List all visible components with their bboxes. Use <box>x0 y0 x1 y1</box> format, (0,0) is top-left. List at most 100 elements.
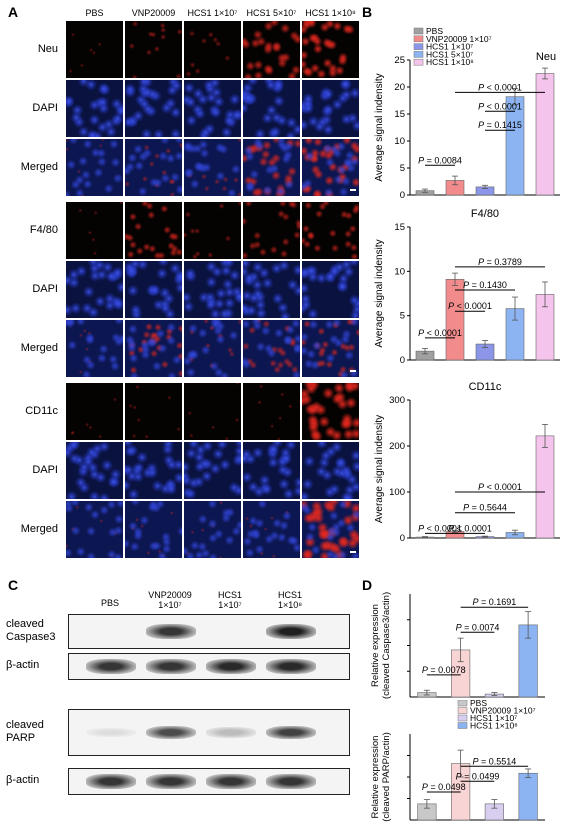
y-axis-label: Average signal indensity <box>374 73 385 181</box>
p-value-label: P = 0.5514 <box>472 756 516 766</box>
micrograph-tile <box>243 383 300 440</box>
legend-swatch <box>457 714 468 722</box>
blot-band <box>266 624 316 639</box>
legend-entry: HCS1 1×10⁷ <box>426 42 473 52</box>
micrograph-tile <box>66 261 123 318</box>
row-label: Merged <box>20 160 58 173</box>
blot-band <box>146 624 196 639</box>
micrograph-tile <box>243 202 300 259</box>
micrograph-tile <box>184 383 241 440</box>
p-value-label: P = 0.1415 <box>478 120 522 130</box>
p-value-label: P < 0.0001 <box>418 328 462 338</box>
y-tick-label: 5 <box>400 163 405 174</box>
micrograph-tile <box>243 21 300 78</box>
scale-bar <box>350 189 356 191</box>
micrograph-tile <box>302 501 359 558</box>
micrograph-tile <box>66 383 123 440</box>
micrograph-tile <box>302 21 359 78</box>
micrograph-tile <box>302 320 359 377</box>
row-label: DAPI <box>32 101 58 114</box>
blot-row-label: cleaved PARP <box>6 718 44 744</box>
micrograph-tile <box>66 21 123 78</box>
micrograph-tile <box>125 501 182 558</box>
column-header: PBS <box>85 8 104 18</box>
blot-band <box>146 774 196 789</box>
y-tick-label: 5 <box>400 311 405 322</box>
p-value-label: P = 0.0078 <box>422 665 466 675</box>
row-label: DAPI <box>32 463 58 476</box>
p-value-label: P = 0.1691 <box>472 597 516 607</box>
legend-entry: VNP20009 1×10⁷ <box>426 34 492 44</box>
bar <box>445 279 465 361</box>
y-tick-label: 20 <box>394 82 405 93</box>
p-value-label: P = 0.0498 <box>422 782 466 792</box>
p-value-label: P < 0.0001 <box>418 523 462 533</box>
y-axis-label: Relative expression <box>370 604 381 687</box>
micrograph-tile <box>302 383 359 440</box>
y-tick-label: 200 <box>389 441 405 452</box>
micrograph-tile <box>184 80 241 137</box>
micrograph-tile <box>125 21 182 78</box>
blot-row-label: β-actin <box>6 659 40 671</box>
micrograph-tile <box>66 139 123 196</box>
y-tick-label: 0 <box>400 190 405 201</box>
micrograph-tile <box>125 442 182 499</box>
column-header: HCS1 1×10⁷ <box>187 8 238 18</box>
row-label: DAPI <box>32 282 58 295</box>
micrograph-tile <box>125 383 182 440</box>
chart-title: F4/80 <box>471 208 499 220</box>
micrograph-tile <box>125 320 182 377</box>
chart-parp: Relative expression (cleaved PARP/actin) P… <box>370 700 545 822</box>
blot-column-header: VNP20009 1×10⁷ <box>148 590 192 610</box>
micrograph-tile <box>243 501 300 558</box>
micrograph-tile <box>302 442 359 499</box>
chart-f480: 0 5 10 15 Average signal indensity F4/80 P = 0… <box>374 208 560 366</box>
scale-bar <box>350 551 356 553</box>
panel-label-b: B <box>362 4 373 20</box>
chart-title: Neu <box>536 51 556 63</box>
y-axis-label: Average signal indensity <box>374 415 385 523</box>
y-tick-label: 25 <box>394 55 405 66</box>
blot-strip <box>68 653 350 680</box>
micrograph-tile <box>125 80 182 137</box>
blot-band <box>266 659 316 674</box>
bar <box>535 435 555 539</box>
y-axis-label: (cleaved Caspase3/actin) <box>381 592 392 699</box>
panel-label-c: C <box>8 577 19 593</box>
micrograph-tile <box>243 261 300 318</box>
p-value-label: P < 0.0001 <box>448 523 492 533</box>
micrograph-tile <box>125 261 182 318</box>
p-value-label: P = 0.0074 <box>456 622 500 632</box>
micrograph-tile <box>302 139 359 196</box>
blot-band <box>266 725 316 740</box>
p-value-label: P < 0.0001 <box>478 101 522 111</box>
p-value-label: P < 0.0001 <box>478 482 522 492</box>
blot-band <box>146 725 196 740</box>
p-value-label: P = 0.1430 <box>463 280 507 290</box>
blot-column-header: PBS <box>100 598 119 608</box>
micrograph-tile <box>184 261 241 318</box>
y-tick-label: 15 <box>394 222 405 233</box>
blot-band <box>86 727 136 738</box>
micrograph-tile <box>66 501 123 558</box>
micrograph-tile <box>184 202 241 259</box>
micrograph-tile <box>184 21 241 78</box>
scale-bar <box>350 370 356 372</box>
y-tick-label: 0 <box>400 355 405 366</box>
bar <box>535 73 555 196</box>
y-tick-label: 15 <box>394 109 405 120</box>
row-label: Merged <box>20 522 58 535</box>
p-value-label: P = 0.0084 <box>418 155 462 165</box>
legend-entry: PBS <box>426 26 443 36</box>
row-label: CD11c <box>25 404 58 417</box>
micrograph-tile <box>66 202 123 259</box>
micrograph-tile <box>243 139 300 196</box>
blot-band <box>86 659 136 674</box>
micrograph-tile <box>66 80 123 137</box>
legend-entry: PBS <box>470 700 487 708</box>
panel-label-a: A <box>8 4 19 20</box>
blot-band <box>206 727 256 738</box>
legend-swatch <box>457 707 468 714</box>
y-tick-label: 100 <box>389 487 405 498</box>
p-value-label: P = 0.5644 <box>463 503 507 513</box>
